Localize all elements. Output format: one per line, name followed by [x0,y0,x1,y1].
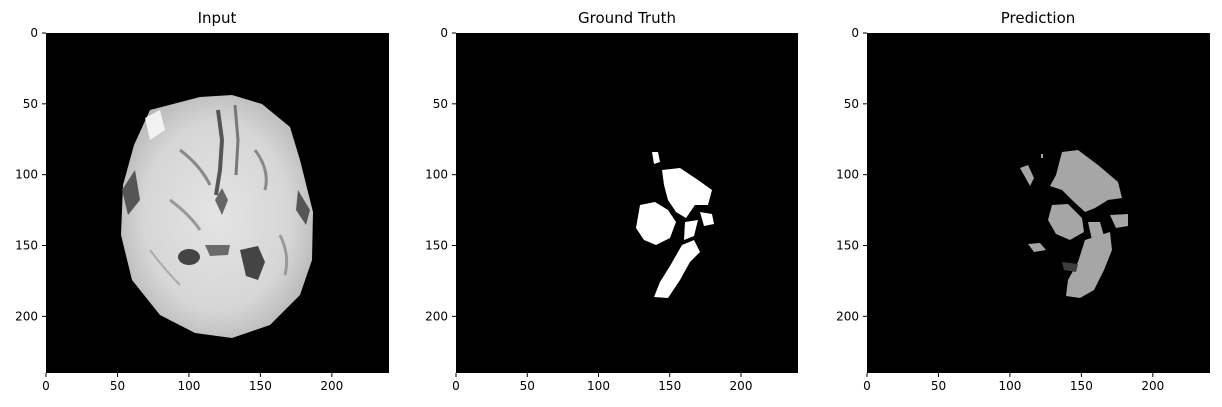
x-tick-label: 200 [1141,379,1164,393]
x-tick-label: 200 [320,379,343,393]
x-tick-label: 0 [452,379,460,393]
y-tick-label: 0 [851,26,859,40]
panel-title: Ground Truth [578,9,676,27]
x-tick-label: 0 [42,379,50,393]
x-tick-label: 200 [730,379,753,393]
ground-truth-mask [636,152,714,298]
y-tick-label: 0 [30,26,38,40]
panel-ground-truth: Ground Truth [456,9,798,373]
x-tick-label: 100 [998,379,1021,393]
x-tick-label: 150 [249,379,272,393]
x-tick-label: 100 [587,379,610,393]
panel-title: Prediction [1001,9,1076,27]
y-tick-label: 150 [836,239,859,253]
y-tick-label: 150 [425,239,448,253]
brain-mri-image [121,95,313,338]
y-tick-label: 200 [15,309,38,323]
x-tick-label: 50 [931,379,946,393]
x-tick-label: 150 [1070,379,1093,393]
y-tick-label: 100 [836,168,859,182]
y-tick-label: 0 [440,26,448,40]
x-tick-label: 50 [520,379,535,393]
axes-layer: 0 50 100 150 200 0 50 100 150 200 0 50 100 150 200 0 50 1… [15,26,1164,393]
x-tick-label: 150 [658,379,681,393]
y-tick-label: 100 [15,168,38,182]
panel-title: Input [198,9,237,27]
panel-input: Input [46,9,389,373]
y-tick-label: 150 [15,239,38,253]
x-tick-label: 0 [863,379,871,393]
y-tick-label: 200 [836,309,859,323]
x-tick-label: 100 [177,379,200,393]
panel-prediction: Prediction [867,9,1210,373]
y-tick-label: 50 [23,97,38,111]
y-tick-label: 100 [425,168,448,182]
image-frame [867,33,1210,373]
y-tick-label: 50 [433,97,448,111]
x-tick-label: 50 [110,379,125,393]
y-tick-label: 50 [844,97,859,111]
y-tick-label: 200 [425,309,448,323]
prediction-mask [1020,150,1128,298]
image-frame [456,33,798,373]
